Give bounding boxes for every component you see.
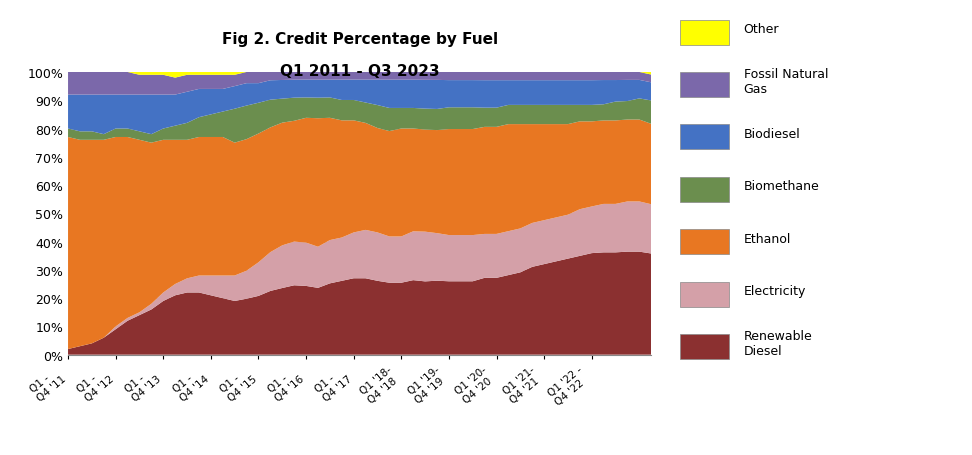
Text: Electricity: Electricity <box>744 285 806 298</box>
Text: Q1 2011 - Q3 2023: Q1 2011 - Q3 2023 <box>280 64 439 79</box>
Text: Renewable
Diesel: Renewable Diesel <box>744 329 813 358</box>
Text: Ethanol: Ethanol <box>744 233 791 245</box>
Text: Fig 2. Credit Percentage by Fuel: Fig 2. Credit Percentage by Fuel <box>222 32 498 47</box>
Text: Biodiesel: Biodiesel <box>744 128 800 141</box>
Text: Biomethane: Biomethane <box>744 180 819 193</box>
Text: Other: Other <box>744 23 780 36</box>
Text: Fossil Natural
Gas: Fossil Natural Gas <box>744 68 828 96</box>
